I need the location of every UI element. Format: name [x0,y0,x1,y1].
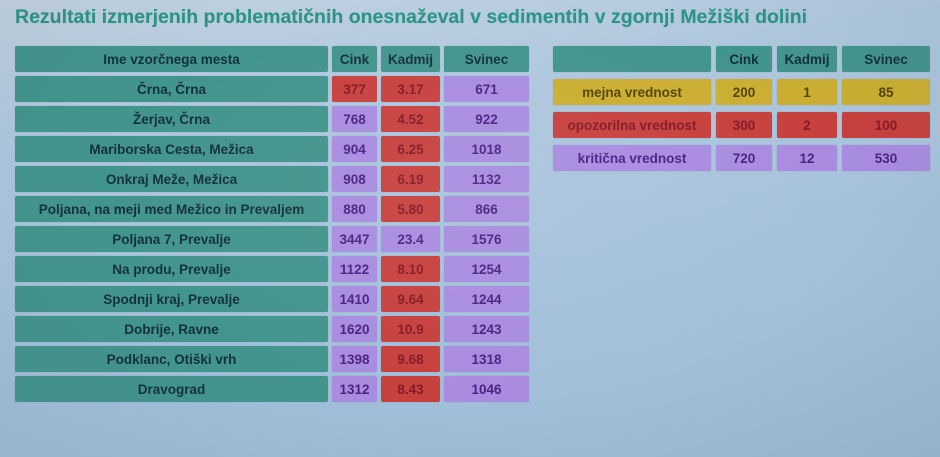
site-name-cell: Črna, Črna [15,76,328,102]
column-header-blank [553,46,711,72]
threshold-label-cell: mejna vrednost [553,79,711,105]
site-name-cell: Na produ, Prevalje [15,256,328,282]
cink-value-cell: 3447 [332,226,377,252]
site-name-cell: Podklanc, Otiški vrh [15,346,328,372]
cink-value-cell: 377 [332,76,377,102]
column-header-cink: Cink [332,46,377,72]
threshold-label-cell: opozorilna vrednost [553,112,711,138]
svinec-value-cell: 1318 [444,346,529,372]
cink-value-cell: 768 [332,106,377,132]
cink-value-cell: 904 [332,136,377,162]
site-name-cell: Onkraj Meže, Mežica [15,166,328,192]
svinec-value-cell: 1243 [444,316,529,342]
cink-value-cell: 1410 [332,286,377,312]
column-header-svinec-threshold: Svinec [842,46,930,72]
svinec-value-cell: 1254 [444,256,529,282]
svinec-value-cell: 1132 [444,166,529,192]
kadmij-threshold-cell: 12 [777,145,837,171]
site-name-cell: Žerjav, Črna [15,106,328,132]
svinec-threshold-cell: 530 [842,145,930,171]
svinec-value-cell: 1576 [444,226,529,252]
site-name-cell: Dravograd [15,376,328,402]
cink-value-cell: 908 [332,166,377,192]
svinec-value-cell: 1244 [444,286,529,312]
column-header-kadmij-threshold: Kadmij [777,46,837,72]
site-name-cell: Poljana, na meji med Mežico in Prevaljem [15,196,328,222]
kadmij-value-cell: 6.25 [381,136,440,162]
kadmij-value-cell: 3.17 [381,76,440,102]
kadmij-value-cell: 5.80 [381,196,440,222]
kadmij-value-cell: 10.9 [381,316,440,342]
svinec-value-cell: 1046 [444,376,529,402]
svinec-value-cell: 1018 [444,136,529,162]
site-name-cell: Poljana 7, Prevalje [15,226,328,252]
measurements-table: Ime vzorčnega mesta Cink Kadmij Svinec Č… [15,46,529,402]
cink-value-cell: 1122 [332,256,377,282]
kadmij-value-cell: 9.64 [381,286,440,312]
cink-value-cell: 1312 [332,376,377,402]
svinec-value-cell: 866 [444,196,529,222]
svinec-threshold-cell: 100 [842,112,930,138]
cink-value-cell: 880 [332,196,377,222]
kadmij-threshold-cell: 1 [777,79,837,105]
column-header-cink-threshold: Cink [716,46,772,72]
cink-value-cell: 1620 [332,316,377,342]
kadmij-value-cell: 8.43 [381,376,440,402]
cink-value-cell: 1398 [332,346,377,372]
column-header-svinec: Svinec [444,46,529,72]
svinec-value-cell: 671 [444,76,529,102]
kadmij-value-cell: 8.10 [381,256,440,282]
column-header-kadmij: Kadmij [381,46,440,72]
svinec-threshold-cell: 85 [842,79,930,105]
cink-threshold-cell: 300 [716,112,772,138]
site-name-cell: Spodnji kraj, Prevalje [15,286,328,312]
page-title: Rezultati izmerjenih problematičnih ones… [15,6,808,28]
cink-threshold-cell: 200 [716,79,772,105]
site-name-cell: Mariborska Cesta, Mežica [15,136,328,162]
site-name-cell: Dobrije, Ravne [15,316,328,342]
kadmij-value-cell: 9.68 [381,346,440,372]
column-header-site: Ime vzorčnega mesta [15,46,328,72]
cink-threshold-cell: 720 [716,145,772,171]
threshold-label-cell: kritična vrednost [553,145,711,171]
threshold-table: Cink Kadmij Svinec mejna vrednost 200 1 85 o… [553,46,930,171]
kadmij-value-cell: 6.19 [381,166,440,192]
kadmij-value-cell: 23.4 [381,226,440,252]
kadmij-threshold-cell: 2 [777,112,837,138]
kadmij-value-cell: 4.52 [381,106,440,132]
svinec-value-cell: 922 [444,106,529,132]
